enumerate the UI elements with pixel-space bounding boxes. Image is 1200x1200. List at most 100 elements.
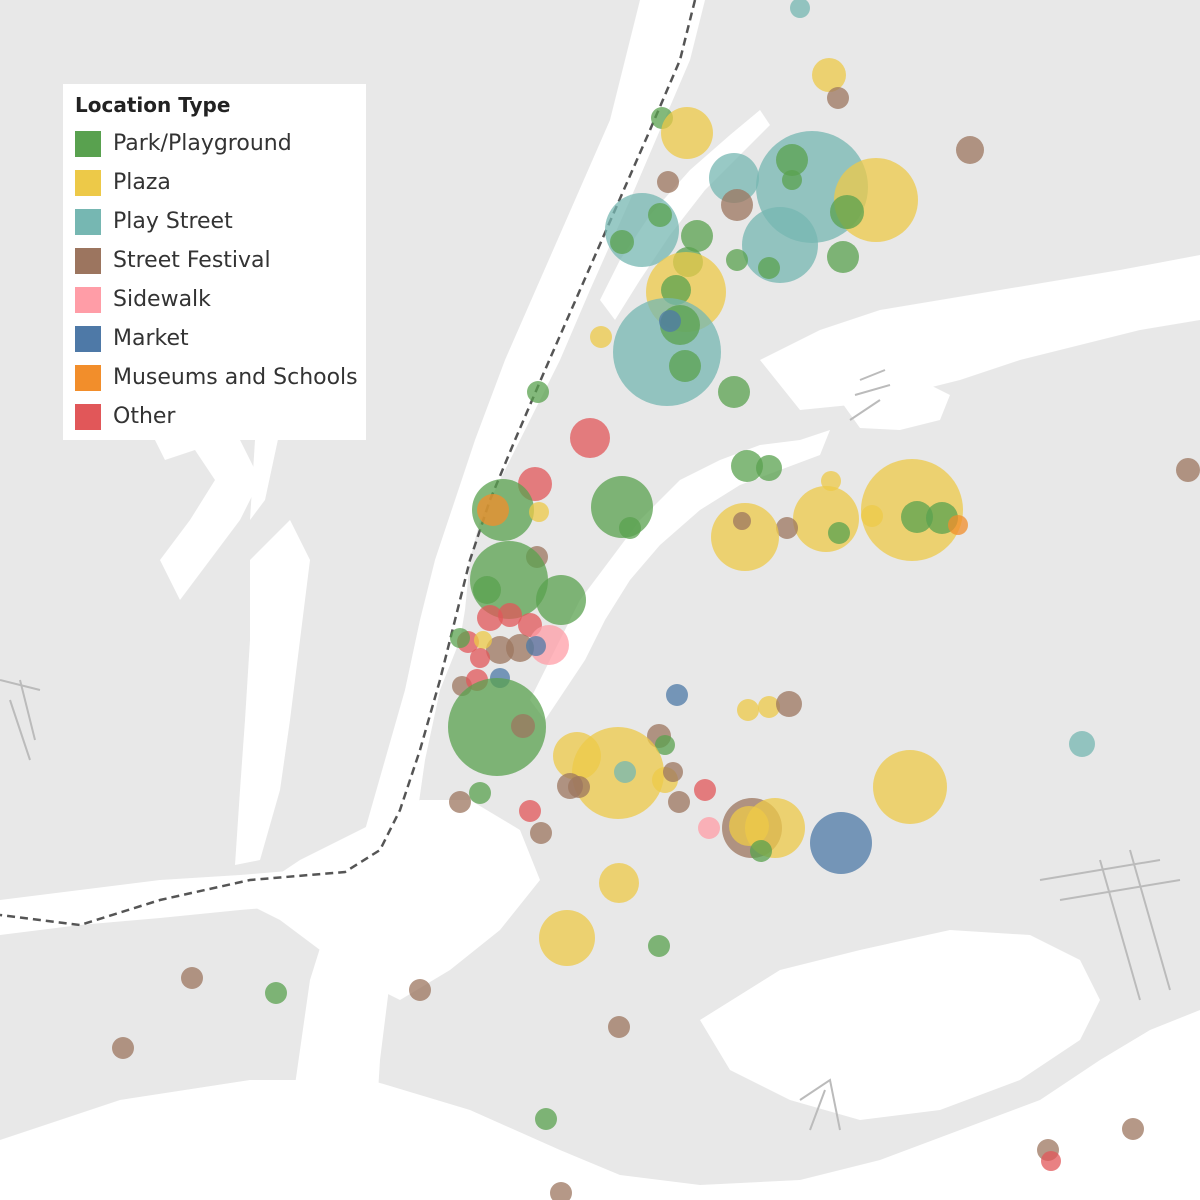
legend-item-other[interactable]: Other: [75, 397, 366, 436]
map-marker-other[interactable]: [694, 779, 716, 801]
map-marker-park[interactable]: [661, 275, 691, 305]
map-marker-play[interactable]: [614, 761, 636, 783]
map-marker-fest[interactable]: [663, 762, 683, 782]
map-marker-park[interactable]: [469, 782, 491, 804]
map-marker-market[interactable]: [666, 684, 688, 706]
map-marker-fest[interactable]: [668, 791, 690, 813]
map-marker-fest[interactable]: [733, 512, 751, 530]
map-marker-park[interactable]: [718, 376, 750, 408]
legend-item-park[interactable]: Park/Playground: [75, 124, 366, 163]
map-marker-park[interactable]: [265, 982, 287, 1004]
legend-item-sidewalk[interactable]: Sidewalk: [75, 280, 366, 319]
map-marker-play[interactable]: [605, 193, 679, 267]
map-marker-fest[interactable]: [956, 136, 984, 164]
map-marker-plaza[interactable]: [529, 502, 549, 522]
map-marker-fest[interactable]: [506, 634, 534, 662]
map-marker-market[interactable]: [526, 636, 546, 656]
legend-label-museums-schools: Museums and Schools: [113, 365, 358, 390]
map-marker-fest[interactable]: [568, 776, 590, 798]
passaic-river: [150, 400, 260, 600]
map-marker-museum[interactable]: [477, 494, 509, 526]
map-marker-fest[interactable]: [827, 87, 849, 109]
map-marker-park[interactable]: [782, 170, 802, 190]
map-marker-market[interactable]: [810, 812, 872, 874]
map-marker-plaza[interactable]: [812, 58, 846, 92]
map-marker-plaza[interactable]: [873, 750, 947, 824]
map-marker-plaza[interactable]: [539, 910, 595, 966]
map-marker-play[interactable]: [742, 207, 818, 283]
east-river: [530, 430, 830, 720]
map-marker-plaza[interactable]: [861, 505, 883, 527]
map-marker-fest[interactable]: [657, 171, 679, 193]
map-marker-fest[interactable]: [449, 791, 471, 813]
map-marker-plaza[interactable]: [661, 107, 713, 159]
map-marker-fest[interactable]: [530, 822, 552, 844]
marker-layer[interactable]: [112, 0, 1200, 1200]
map-marker-park[interactable]: [655, 735, 675, 755]
map-marker-park[interactable]: [731, 450, 763, 482]
map-marker-side[interactable]: [698, 817, 720, 839]
legend-label-park: Park/Playground: [113, 131, 292, 156]
map-marker-park[interactable]: [756, 455, 782, 481]
map-marker-park[interactable]: [450, 628, 470, 648]
map-marker-park[interactable]: [610, 230, 634, 254]
map-marker-fest[interactable]: [776, 691, 802, 717]
map-marker-fest[interactable]: [776, 517, 798, 539]
map-marker-park[interactable]: [473, 576, 501, 604]
map-marker-park[interactable]: [535, 1108, 557, 1130]
map-marker-market[interactable]: [659, 310, 681, 332]
map-marker-plaza[interactable]: [474, 631, 492, 649]
map-marker-park[interactable]: [827, 241, 859, 273]
legend-item-museums-schools[interactable]: Museums and Schools: [75, 358, 366, 397]
legend-item-play-street[interactable]: Play Street: [75, 202, 366, 241]
map-marker-park[interactable]: [669, 350, 701, 382]
map-marker-fest[interactable]: [1176, 458, 1200, 482]
map-marker-plaza[interactable]: [590, 326, 612, 348]
map-marker-other[interactable]: [470, 648, 490, 668]
map-marker-fest[interactable]: [550, 1182, 572, 1200]
map-marker-park[interactable]: [536, 575, 586, 625]
map-marker-park[interactable]: [758, 257, 780, 279]
map-marker-park[interactable]: [726, 249, 748, 271]
map-marker-park[interactable]: [750, 840, 772, 862]
map-marker-park[interactable]: [828, 522, 850, 544]
map-marker-fest[interactable]: [181, 967, 203, 989]
map-marker-other[interactable]: [498, 603, 522, 627]
map-marker-park[interactable]: [648, 935, 670, 957]
legend-label-plaza: Plaza: [113, 170, 171, 195]
map-marker-fest[interactable]: [511, 714, 535, 738]
map-marker-other[interactable]: [519, 800, 541, 822]
map-marker-plaza[interactable]: [711, 503, 779, 571]
map-marker-park[interactable]: [901, 501, 933, 533]
map-marker-play[interactable]: [709, 153, 759, 203]
legend-swatch-other: [75, 403, 101, 430]
map-marker-play[interactable]: [790, 0, 810, 18]
map-marker-plaza[interactable]: [599, 863, 639, 903]
map-marker-plaza[interactable]: [793, 486, 859, 552]
legend-item-street-festival[interactable]: Street Festival: [75, 241, 366, 280]
map-marker-plaza[interactable]: [729, 806, 769, 846]
map-marker-fest[interactable]: [608, 1016, 630, 1038]
map-marker-plaza[interactable]: [737, 699, 759, 721]
map-marker-park[interactable]: [648, 203, 672, 227]
map-marker-park[interactable]: [681, 220, 713, 252]
map-marker-museum[interactable]: [948, 515, 968, 535]
east-river-upper: [760, 255, 1200, 410]
map-marker-other[interactable]: [1041, 1151, 1061, 1171]
map-marker-fest[interactable]: [1122, 1118, 1144, 1140]
map-marker-park[interactable]: [830, 195, 864, 229]
map-marker-other[interactable]: [570, 418, 610, 458]
map-marker-fest[interactable]: [409, 979, 431, 1001]
map-marker-other[interactable]: [477, 605, 503, 631]
map-marker-play[interactable]: [1069, 731, 1095, 757]
map-marker-plaza[interactable]: [758, 696, 780, 718]
legend-item-market[interactable]: Market: [75, 319, 366, 358]
map-marker-park[interactable]: [448, 678, 546, 776]
legend-item-plaza[interactable]: Plaza: [75, 163, 366, 202]
map-marker-fest[interactable]: [112, 1037, 134, 1059]
map-marker-park[interactable]: [776, 144, 808, 176]
map-marker-park[interactable]: [619, 517, 641, 539]
map-marker-fest[interactable]: [721, 189, 753, 221]
map-marker-park[interactable]: [527, 381, 549, 403]
